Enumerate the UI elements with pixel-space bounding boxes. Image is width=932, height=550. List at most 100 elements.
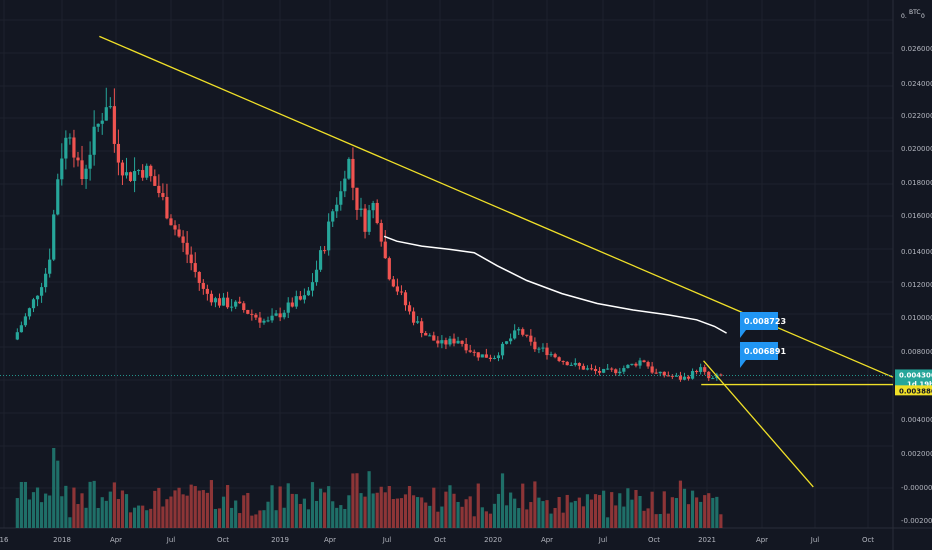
volume-bar: [682, 488, 687, 528]
time-tick-label: 2020: [484, 536, 502, 544]
volume-bar: [646, 508, 650, 528]
volume-bar: [634, 489, 638, 528]
candle-body: [165, 196, 169, 219]
volume-bar: [557, 497, 561, 528]
line-layer: [0, 35, 894, 488]
price-tick-label: 0.012000: [901, 281, 932, 289]
candle-body: [112, 106, 116, 144]
candle-body: [480, 354, 484, 358]
price-tick-label: 0.024000: [901, 80, 932, 88]
volume-bar: [678, 480, 683, 528]
volume-bar: [64, 485, 68, 528]
candle-body: [525, 334, 529, 336]
candle-body: [638, 360, 642, 366]
candle-body: [52, 214, 56, 260]
candle-body: [549, 354, 553, 356]
candle-body: [96, 123, 100, 127]
volume-bar: [484, 511, 488, 528]
candle-body: [177, 229, 181, 237]
candle-body: [19, 325, 23, 333]
level-price-tag: [895, 385, 932, 396]
candle-body: [541, 347, 545, 349]
candle-body: [577, 363, 581, 366]
volume-bar: [282, 507, 286, 528]
candle-body: [181, 236, 185, 243]
trendline[interactable]: [703, 360, 814, 488]
current-price-tag: [895, 369, 932, 391]
volume-bar: [472, 516, 476, 528]
candle-body: [294, 296, 298, 307]
price-tick-label: 0.010000: [901, 314, 932, 322]
candle-body: [444, 340, 448, 345]
candle-body: [209, 293, 214, 303]
volume-bar: [399, 498, 404, 528]
time-tick-label: Apr: [541, 536, 553, 544]
volume-bar: [602, 490, 606, 528]
volume-bar: [351, 473, 355, 528]
price-callout[interactable]: [740, 342, 778, 368]
candle-body: [379, 223, 383, 242]
candle-body: [642, 360, 646, 363]
time-tick-label: Apr: [756, 536, 768, 544]
volume-bar: [39, 502, 44, 528]
volume-bar: [23, 481, 28, 528]
price-callout[interactable]: [740, 312, 778, 338]
candle-body: [472, 351, 476, 353]
volume-bar: [581, 506, 585, 528]
candle-body: [64, 137, 68, 159]
callout-value: 0.008723: [744, 317, 786, 326]
volume-bar: [488, 513, 492, 528]
time-axis: 16 2018 Apr Jul Oct 2019 Apr Jul Oct 2020 Apr Jul Oc…: [0, 536, 874, 544]
candle-body: [387, 258, 391, 280]
volume-bar: [108, 491, 112, 528]
volume-bar: [375, 492, 379, 528]
price-tick-label: 0.002000: [901, 450, 932, 458]
candle-body: [351, 158, 355, 188]
candle-body: [662, 371, 666, 376]
candle-body: [589, 368, 594, 370]
candle-body: [690, 371, 695, 379]
candle-body: [15, 332, 19, 340]
volume-bar: [197, 490, 201, 528]
candle-body: [371, 202, 375, 211]
volume-bar: [658, 513, 662, 528]
volume-bar: [205, 492, 209, 528]
volume-bar: [35, 487, 40, 528]
volume-bar: [436, 511, 440, 528]
volume-bar: [31, 492, 36, 528]
volume-bar: [622, 506, 626, 528]
candle-body: [553, 354, 557, 358]
candle-body: [149, 165, 153, 177]
volume-bar: [642, 510, 646, 528]
volume-bar: [246, 492, 250, 528]
candle-body: [456, 340, 460, 344]
candle-body: [375, 202, 379, 224]
volume-bar: [80, 493, 84, 528]
volume-bar: [149, 508, 153, 528]
candle-body: [646, 362, 650, 367]
volume-bar: [638, 495, 642, 528]
volume-bar: [60, 496, 64, 528]
candle-body: [225, 297, 230, 308]
volume-bar: [440, 506, 444, 528]
volume-bar: [112, 482, 116, 528]
volume-bar: [597, 495, 602, 528]
candle-body: [391, 279, 395, 287]
volume-bar: [286, 483, 290, 528]
volume-bar: [561, 512, 565, 528]
time-tick-label: Jul: [810, 536, 820, 544]
volume-bar: [476, 483, 480, 528]
candle-body: [395, 286, 400, 292]
time-tick-label: Jul: [166, 536, 176, 544]
candle-body: [407, 305, 412, 312]
volume-bar: [318, 488, 323, 528]
candle-body: [310, 282, 315, 291]
candle-body: [476, 352, 480, 358]
volume-bar: [424, 502, 428, 528]
current-price-value: 0.004306: [899, 371, 932, 379]
header-symbol: BTC: [909, 9, 921, 16]
volume-bar: [432, 487, 436, 528]
volume-bar: [630, 499, 634, 528]
